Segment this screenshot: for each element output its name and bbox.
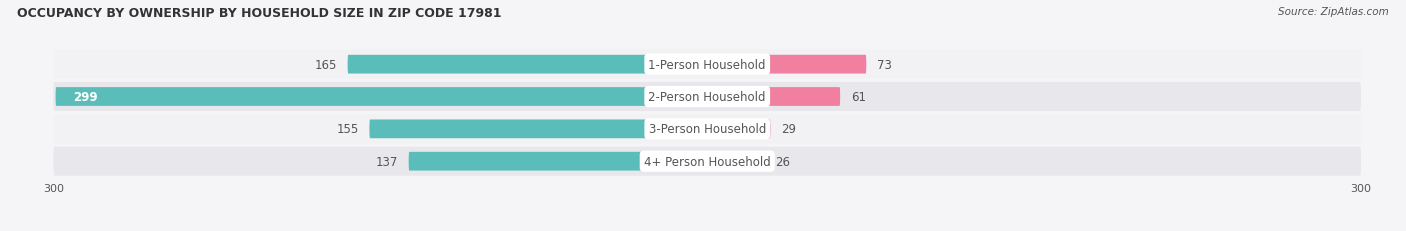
Text: 26: 26 <box>775 155 790 168</box>
Text: 165: 165 <box>315 58 337 71</box>
FancyBboxPatch shape <box>707 88 841 106</box>
Text: 61: 61 <box>851 91 866 103</box>
Text: 155: 155 <box>336 123 359 136</box>
Text: Source: ZipAtlas.com: Source: ZipAtlas.com <box>1278 7 1389 17</box>
Text: 299: 299 <box>73 91 97 103</box>
FancyBboxPatch shape <box>707 120 770 139</box>
FancyBboxPatch shape <box>707 152 763 171</box>
FancyBboxPatch shape <box>53 83 1361 112</box>
Text: 1-Person Household: 1-Person Household <box>648 58 766 71</box>
Text: 137: 137 <box>375 155 398 168</box>
FancyBboxPatch shape <box>370 120 707 139</box>
FancyBboxPatch shape <box>409 152 707 171</box>
FancyBboxPatch shape <box>53 50 1361 79</box>
FancyBboxPatch shape <box>56 88 707 106</box>
Text: 73: 73 <box>877 58 891 71</box>
FancyBboxPatch shape <box>53 147 1361 176</box>
Text: 2-Person Household: 2-Person Household <box>648 91 766 103</box>
Text: OCCUPANCY BY OWNERSHIP BY HOUSEHOLD SIZE IN ZIP CODE 17981: OCCUPANCY BY OWNERSHIP BY HOUSEHOLD SIZE… <box>17 7 502 20</box>
FancyBboxPatch shape <box>707 55 866 74</box>
FancyBboxPatch shape <box>347 55 707 74</box>
Text: 4+ Person Household: 4+ Person Household <box>644 155 770 168</box>
Text: 29: 29 <box>782 123 796 136</box>
FancyBboxPatch shape <box>53 115 1361 144</box>
Text: 3-Person Household: 3-Person Household <box>648 123 766 136</box>
